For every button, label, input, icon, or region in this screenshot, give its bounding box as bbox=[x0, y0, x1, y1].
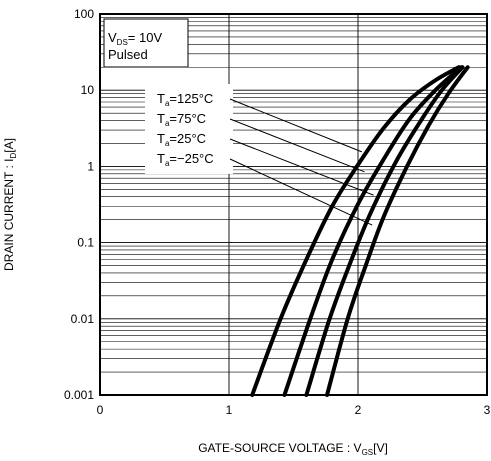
y-tick-label: 1 bbox=[87, 159, 94, 173]
series-group bbox=[250, 65, 470, 397]
legend-frame bbox=[145, 84, 233, 174]
legend-leader-2 bbox=[229, 138, 374, 196]
series-line-0 bbox=[250, 65, 461, 397]
tick-labels: 0.001 0.01 0.1 1 10 100 0 1 2 3 bbox=[64, 7, 491, 417]
legend-leader-0 bbox=[229, 98, 363, 153]
x-axis-label: GATE-SOURCE VOLTAGE : VGS[V] bbox=[198, 441, 388, 457]
grid bbox=[99, 13, 488, 396]
condition-pulsed: Pulsed bbox=[108, 47, 148, 62]
series-line-3 bbox=[325, 65, 470, 397]
legend-label-2: Ta=25°C bbox=[157, 131, 206, 148]
y-tick-label: 0.1 bbox=[77, 236, 94, 250]
series-line-1 bbox=[282, 65, 464, 397]
y-axis-label: DRAIN CURRENT : ID[A] bbox=[2, 138, 18, 271]
condition-box: VDS= 10V Pulsed bbox=[103, 18, 189, 68]
legend: Ta=125°C Ta=75°C Ta=25°C Ta=−25°C bbox=[145, 84, 374, 226]
condition-box-frame bbox=[103, 18, 189, 68]
legend-leader-1 bbox=[229, 118, 365, 173]
y-tick-label: 10 bbox=[81, 83, 95, 97]
x-tick-label: 1 bbox=[226, 403, 233, 417]
legend-label-0: Ta=125°C bbox=[157, 91, 213, 108]
legend-label-1: Ta=75°C bbox=[157, 111, 206, 128]
condition-vds: VDS= 10V bbox=[108, 30, 162, 47]
y-tick-label: 0.01 bbox=[71, 312, 95, 326]
legend-label-3: Ta=−25°C bbox=[157, 151, 214, 168]
x-tick-label: 3 bbox=[484, 403, 491, 417]
legend-leader-3 bbox=[229, 158, 373, 226]
x-tick-label: 2 bbox=[355, 403, 362, 417]
x-tick-label: 0 bbox=[97, 403, 104, 417]
plot-border bbox=[99, 13, 488, 396]
y-tick-label: 0.001 bbox=[64, 388, 94, 402]
y-tick-label: 100 bbox=[74, 7, 94, 21]
plot-frame bbox=[99, 13, 488, 396]
series-line-2 bbox=[304, 65, 465, 397]
